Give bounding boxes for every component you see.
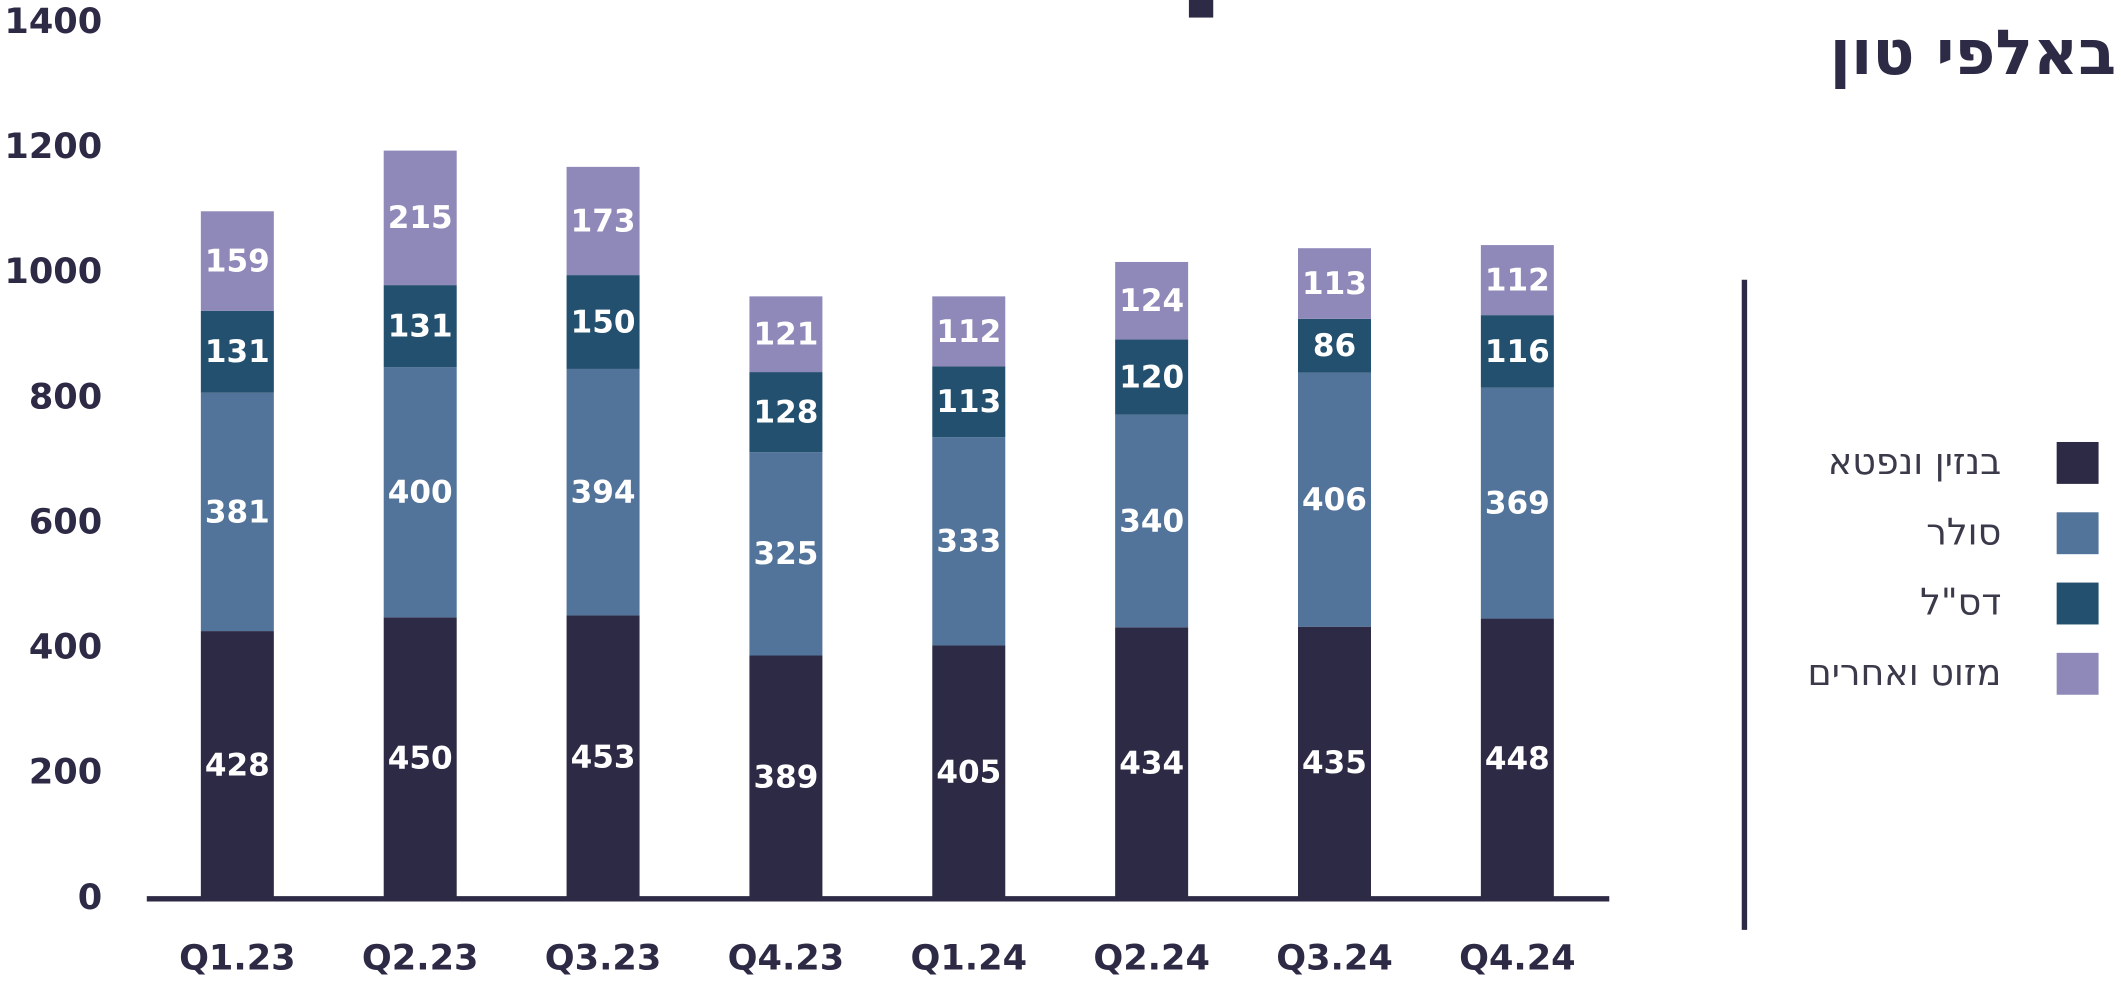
data-label: 381 — [205, 494, 270, 530]
x-tick-label: Q2.23 — [362, 938, 479, 979]
data-label: 405 — [936, 755, 1001, 791]
bar-segment — [1115, 414, 1189, 628]
y-tick-label: 400 — [29, 627, 102, 668]
bar-segment — [749, 296, 823, 373]
bar-segment — [1115, 627, 1189, 899]
x-tick-label: Q4.24 — [1459, 938, 1576, 979]
bar-segment — [383, 285, 457, 368]
data-label: 116 — [1485, 334, 1550, 370]
data-label: 394 — [571, 475, 636, 511]
chart-title: באלפי טון — [1830, 16, 2116, 89]
data-label: 120 — [1119, 359, 1184, 395]
bar-segment — [749, 655, 823, 899]
bar-segment — [1480, 245, 1554, 316]
data-label: 406 — [1302, 482, 1367, 518]
bar-segment — [566, 275, 640, 369]
bar-segment — [932, 645, 1006, 899]
bar-segment — [200, 631, 274, 899]
bar-segment — [200, 310, 274, 393]
bar-segment — [1480, 387, 1554, 619]
data-label: 112 — [1485, 262, 1550, 298]
legend-swatch — [2056, 652, 2099, 695]
data-label: 150 — [571, 304, 636, 340]
data-label: 450 — [388, 740, 453, 776]
x-tick-label: Q2.24 — [1093, 938, 1210, 979]
data-label: 435 — [1302, 745, 1367, 781]
y-tick-label: 1000 — [4, 251, 102, 292]
bar-segment — [383, 150, 457, 286]
data-label: 333 — [936, 524, 1001, 560]
data-label: 325 — [753, 536, 818, 572]
bar-segment — [1115, 261, 1189, 340]
legend-swatch — [2056, 512, 2099, 555]
y-tick-label: 600 — [29, 501, 102, 542]
y-tick-label: 800 — [29, 376, 102, 417]
data-label: 113 — [1302, 266, 1367, 302]
data-label: 113 — [936, 384, 1001, 420]
data-label: 121 — [753, 317, 818, 353]
bar-segment — [383, 367, 457, 618]
data-label: 215 — [388, 200, 453, 236]
bar-segment — [932, 366, 1006, 438]
bar-segment — [1298, 248, 1371, 319]
bar-segment — [566, 368, 640, 616]
data-label: 131 — [205, 334, 270, 370]
bar-segment — [1480, 315, 1554, 388]
bar-segment — [932, 437, 1006, 646]
x-tick-label: Q1.24 — [911, 938, 1028, 979]
data-label: 128 — [753, 394, 818, 430]
x-tick-label: Q4.23 — [728, 938, 845, 979]
bar-segment — [566, 615, 640, 899]
data-label: 340 — [1119, 503, 1184, 539]
data-label: 369 — [1485, 485, 1550, 521]
bar-segment — [749, 452, 823, 656]
data-label: 453 — [571, 739, 636, 775]
y-tick-label: 0 — [78, 877, 102, 918]
bar-segment — [1298, 318, 1371, 373]
x-tick-label: Q3.23 — [545, 938, 662, 979]
data-label: 428 — [205, 747, 270, 783]
bar-segment — [200, 211, 274, 311]
data-label: 400 — [388, 475, 453, 511]
data-label: 173 — [571, 203, 636, 239]
bar-segment — [932, 296, 1006, 367]
legend-label: בנזין ונפטא — [1828, 440, 2001, 483]
data-label: 112 — [936, 314, 1001, 350]
legend-label: סולר — [1926, 510, 2001, 553]
legend-swatch — [2056, 441, 2099, 484]
bar-segment — [200, 392, 274, 632]
bar-segment — [1480, 618, 1554, 899]
data-label: 86 — [1313, 328, 1356, 364]
y-tick-label: 1400 — [4, 1, 102, 42]
legend-label: מזוט ואחרים — [1808, 651, 2002, 694]
data-label: 159 — [205, 243, 270, 279]
legend-label: דס"ל — [1920, 581, 2001, 624]
bar-segment — [1115, 339, 1189, 415]
bar-segment — [383, 617, 457, 899]
data-label: 434 — [1119, 745, 1184, 781]
decoration — [1188, 0, 1214, 18]
x-tick-label: Q3.24 — [1276, 938, 1393, 979]
bar-segment — [749, 372, 823, 453]
bar-segment — [1298, 626, 1371, 899]
data-label: 389 — [753, 760, 818, 796]
y-tick-label: 200 — [29, 752, 102, 793]
x-tick-label: Q1.23 — [179, 938, 296, 979]
legend-swatch — [2056, 582, 2099, 625]
data-label: 448 — [1485, 741, 1550, 777]
bar-segment — [1298, 372, 1371, 627]
bar-segment — [566, 166, 640, 276]
y-tick-label: 1200 — [4, 126, 102, 167]
data-label: 124 — [1119, 283, 1184, 319]
data-label: 131 — [388, 308, 453, 344]
